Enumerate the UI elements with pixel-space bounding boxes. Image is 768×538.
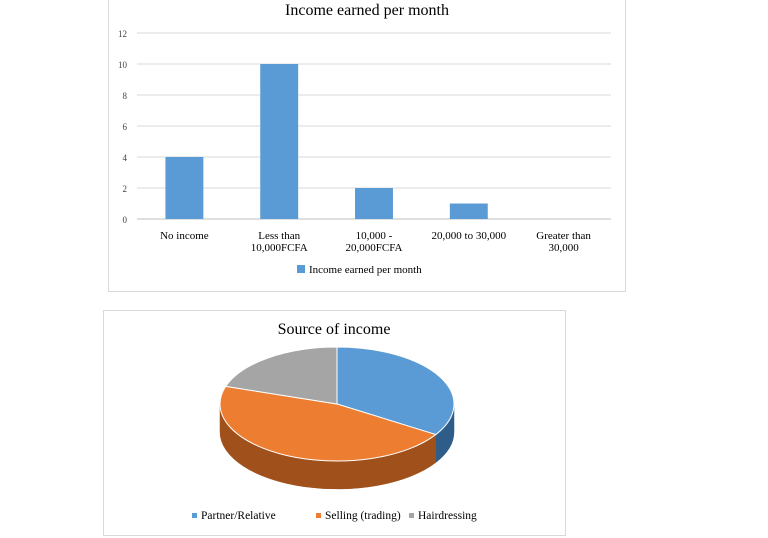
legend-label-2: Hairdressing xyxy=(418,510,477,522)
legend-swatch-2 xyxy=(409,513,414,518)
y-tick-label: 0 xyxy=(123,215,128,225)
bar-2 xyxy=(355,188,393,219)
pie-slice-2 xyxy=(224,346,338,405)
y-tick-label: 10 xyxy=(118,60,128,70)
x-tick-label: Less than 10,000FCFA xyxy=(251,230,308,254)
legend-swatch-1 xyxy=(316,513,321,518)
bar-chart-legend: Income earned per month xyxy=(297,264,422,276)
bar-chart-bars xyxy=(165,64,488,219)
source-of-income-pie-chart-svg: Source of income Partner/Relative Selling… xyxy=(192,321,477,522)
y-tick-label: 4 xyxy=(123,153,128,163)
legend-label-income: Income earned per month xyxy=(309,264,422,276)
x-tick-label: Greater than 30,000 xyxy=(536,230,591,254)
bar-1 xyxy=(260,64,299,219)
bar-3 xyxy=(449,203,488,219)
source-of-income-pie-chart: Source of income Partner/Relative Selling… xyxy=(103,310,566,536)
x-tick-label: 10,000 -20,000FCFA xyxy=(346,230,403,254)
pie-chart-title: Source of income xyxy=(278,321,391,338)
legend-swatch-0 xyxy=(192,513,197,518)
x-tick-label: No income xyxy=(160,230,209,242)
bar-chart-y-axis: 0 2 4 6 8 10 12 xyxy=(118,29,128,225)
legend-swatch-income xyxy=(297,265,305,273)
income-bar-chart-svg: Income earned per month 0 2 4 6 8 10 12 No inc… xyxy=(118,2,611,276)
bar-chart-x-axis: No income Less than 10,000FCFA 10,000 -20,0… xyxy=(160,230,591,254)
pie-chart-slices xyxy=(219,346,455,462)
pie-chart-legend: Partner/Relative Selling (trading) Hairdre… xyxy=(192,510,477,522)
y-tick-label: 6 xyxy=(123,122,128,132)
x-tick-label: 20,000 to 30,000 xyxy=(432,230,507,242)
legend-label-0: Partner/Relative xyxy=(201,510,276,522)
y-tick-label: 2 xyxy=(123,184,128,194)
bar-chart-title: Income earned per month xyxy=(285,2,449,19)
y-tick-label: 12 xyxy=(118,29,127,39)
y-tick-label: 8 xyxy=(123,91,128,101)
legend-label-1: Selling (trading) xyxy=(325,510,401,522)
income-bar-chart: Income earned per month 0 2 4 6 8 10 12 No inc… xyxy=(108,0,626,292)
bar-0 xyxy=(165,157,204,219)
pie-slice-1 xyxy=(219,385,437,462)
bar-chart-gridlines xyxy=(137,32,611,220)
